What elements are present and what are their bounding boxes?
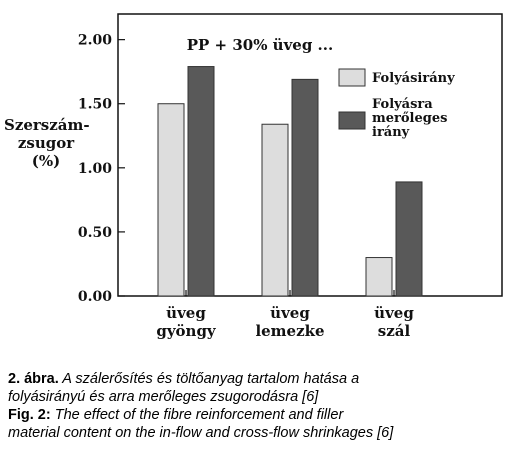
x-tick-label: szál	[378, 322, 411, 340]
bar	[291, 78, 319, 297]
x-tick-label: gyöngy	[156, 322, 217, 340]
legend-swatch-crossflow	[338, 111, 366, 130]
bar	[157, 103, 185, 297]
x-tick-label: üveg	[166, 304, 206, 322]
caption-hu-line-2: folyásirányú és arra merőleges zsugorodá…	[8, 389, 319, 405]
bar	[365, 257, 393, 297]
bar	[261, 123, 289, 297]
y-tick-label: 0.50	[78, 225, 112, 241]
caption-en-line-2: material content on the in-flow and cros…	[8, 425, 394, 441]
caption-en-text-1: The effect of the fibre reinforcement an…	[50, 407, 344, 423]
legend-swatch-inflow	[338, 68, 366, 87]
legend-label-crossflow-line-1: Folyásra	[372, 97, 433, 112]
caption-hu-line-1: 2. ábra. A szálerősítés és töltőanyag ta…	[8, 370, 508, 388]
chart-title: PP + 30% üveg ...	[187, 36, 333, 54]
bar	[187, 66, 215, 297]
y-axis-label-line-2: zsugor	[17, 134, 75, 152]
x-tick-label: üveg	[270, 304, 310, 322]
legend-label-inflow: Folyásirány	[372, 71, 455, 86]
caption-en-label: Fig. 2:	[8, 407, 51, 423]
y-axis-label-line-3: (%)	[31, 152, 61, 170]
y-tick-label: 1.50	[78, 97, 112, 113]
legend-label-crossflow-line-3: irány	[372, 125, 410, 140]
x-tick-label: lemezke	[255, 322, 324, 340]
x-tick-label: üveg	[374, 304, 414, 322]
bar-chart: 0.000.501.001.502.00üveggyöngyüveglemezk…	[78, 13, 503, 340]
y-tick-label: 1.00	[78, 161, 112, 177]
caption-en-line-1: Fig. 2: The effect of the fibre reinforc…	[8, 406, 508, 424]
legend-label-crossflow-line-2: merőleges	[372, 111, 448, 126]
caption-hu-text-1: A szálerősítés és töltőanyag tartalom ha…	[58, 371, 360, 387]
caption-hu-label: 2. ábra.	[8, 371, 59, 387]
y-tick-label: 2.00	[78, 33, 112, 49]
y-tick-label: 0.00	[78, 289, 112, 305]
y-axis-label-line-1: Szerszám-	[4, 116, 90, 134]
bar	[395, 181, 423, 297]
